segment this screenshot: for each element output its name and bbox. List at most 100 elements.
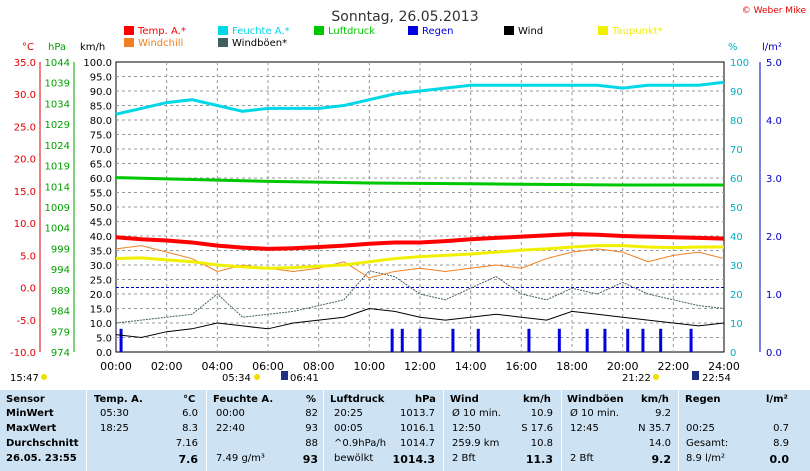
table-cell-press-v: 1014.7	[400, 438, 435, 449]
table-cell-hum-v: 93	[305, 423, 318, 434]
sun-icon	[653, 374, 659, 380]
grid	[116, 62, 724, 352]
chart-series	[115, 80, 725, 352]
table-cell-label: 26.05. 23:55	[6, 453, 77, 464]
humidity-tick-label: 60	[730, 174, 743, 185]
legend-label: Feuchte A.*	[232, 26, 290, 37]
x-tick-label: 22:00	[657, 360, 689, 373]
wind-tick-label: 95.0	[90, 73, 112, 84]
humidity-tick-label: 50	[730, 203, 743, 214]
table-cell-hum-v: 88	[305, 438, 318, 449]
pressure-tick-label: 994	[51, 265, 70, 276]
moon-icon	[281, 371, 288, 380]
table-cell-gust-v: 9.2	[655, 408, 671, 419]
header-wind: Wind	[450, 394, 479, 405]
x-tick-label: 02:00	[151, 360, 183, 373]
x-tick-label: 20:00	[607, 360, 639, 373]
header-humidity: Feuchte A.	[213, 394, 274, 405]
temp-unit-label: °C	[22, 42, 34, 53]
temp-tick-label: -10.0	[10, 348, 36, 359]
humidity-tick-label: 0	[730, 348, 736, 359]
table-cell-hum-v: 93	[302, 453, 318, 466]
legend-swatch	[408, 26, 418, 35]
pressure-tick-label: 1044	[45, 58, 70, 69]
header-rain: Regen	[685, 394, 721, 405]
legend-label: Taupunkt*	[611, 26, 663, 37]
temp-tick-label: 35.0	[14, 58, 36, 69]
wind-line	[115, 307, 725, 339]
header-rain-unit: l/m²	[766, 394, 788, 405]
pressure-tick-label: 1024	[45, 141, 70, 152]
axis-ticks: 35.0 30.0 25.0 20.0 15.0 10.0 5.0 0.0 -5.0 -10.0 1…	[10, 58, 782, 359]
humidity-tick-label: 90	[730, 87, 743, 98]
temp-tick-label: 10.0	[14, 219, 36, 230]
pressure-tick-label: 984	[51, 307, 70, 318]
table-cell-wind-v: 11.3	[525, 453, 553, 466]
copyright-text: © Weber Mike	[742, 6, 807, 16]
x-tick-label: 08:00	[303, 360, 335, 373]
sun-times: 15:47 05:34 06:41 21:22 22:54	[10, 371, 731, 384]
sun-left-time: 15:47	[10, 373, 39, 384]
wind-tick-label: 30.0	[90, 261, 112, 272]
table-cell-label: Durchschnitt	[6, 438, 79, 449]
temp-tick-label: 30.0	[14, 90, 36, 101]
table-cell-temp-v: 7.6	[178, 453, 199, 466]
legend-swatch	[124, 26, 134, 35]
table-cell-temp-t: 05:30	[100, 408, 129, 419]
legend-swatch	[218, 26, 228, 35]
table-cell-wind-v: 10.9	[530, 408, 553, 419]
rain-tick-label: 1.0	[766, 290, 782, 301]
pressure-line	[115, 176, 724, 187]
temp-tick-label: 0.0	[20, 284, 36, 295]
x-tick-label: 12:00	[404, 360, 436, 373]
table-cell-label: MinWert	[6, 408, 54, 419]
legend-label: Windböen*	[232, 38, 287, 49]
header-temp: Temp. A.	[94, 394, 143, 405]
table-cell-gust-v: 9.2	[651, 453, 672, 466]
legend-label: Regen	[422, 26, 454, 37]
x-tick-label: 16:00	[505, 360, 537, 373]
rain-tick-label: 4.0	[766, 116, 782, 127]
wind-tick-label: 45.0	[90, 218, 112, 229]
wind-tick-label: 80.0	[90, 116, 112, 127]
windchill-line	[115, 245, 725, 279]
table-cell-rain-t: 8.9 l/m²	[686, 453, 725, 464]
wind-tick-label: 70.0	[90, 145, 112, 156]
pressure-tick-label: 1029	[45, 120, 70, 131]
sunrise-time: 05:34	[222, 373, 251, 384]
legend-label: Wind	[518, 26, 543, 37]
table-cell-gust-t: Ø 10 min.	[570, 408, 619, 419]
weather-chart: Sonntag, 26.05.2013 © Weber Mike Temp. A…	[10, 6, 807, 384]
table-cell-press-t: ^0.9hPa/h	[334, 438, 387, 449]
temperature-line	[115, 232, 725, 251]
table-cell-gust-v: N 35.7	[638, 423, 671, 434]
sun-mid-time: 21:22	[622, 373, 651, 384]
wind-tick-label: 60.0	[90, 174, 112, 185]
pressure-tick-label: 989	[51, 286, 70, 297]
rain-tick-label: 5.0	[766, 58, 782, 69]
legend-swatch	[504, 26, 514, 35]
pressure-unit-label: hPa	[48, 42, 66, 53]
temp-tick-label: 20.0	[14, 155, 36, 166]
table-cell-press-v: 1014.3	[392, 453, 435, 466]
wind-unit-label: km/h	[80, 42, 105, 53]
table-cell-temp-t: 18:25	[100, 423, 129, 434]
humidity-tick-label: 10	[730, 319, 743, 330]
wind-tick-label: 55.0	[90, 189, 112, 200]
table-cell-rain-t: 00:25	[686, 423, 715, 434]
pressure-tick-label: 1019	[45, 162, 70, 173]
wind-tick-label: 0.0	[96, 348, 112, 359]
pressure-tick-label: 974	[51, 348, 70, 359]
table-cell-wind-v: 10.8	[530, 438, 553, 449]
wind-tick-label: 20.0	[90, 290, 112, 301]
pressure-tick-label: 979	[51, 327, 70, 338]
table-cell-wind-t: 2 Bft	[452, 453, 476, 464]
table-cell-press-t: 00:05	[334, 423, 363, 434]
sunset-time: 22:54	[702, 373, 731, 384]
table-cell-rain-v: 0.7	[773, 423, 789, 434]
wind-tick-label: 65.0	[90, 160, 112, 171]
humidity-tick-label: 80	[730, 116, 743, 127]
wind-tick-label: 15.0	[90, 305, 112, 316]
pressure-tick-label: 1039	[45, 79, 70, 90]
table-cell-gust-v: 14.0	[648, 438, 671, 449]
